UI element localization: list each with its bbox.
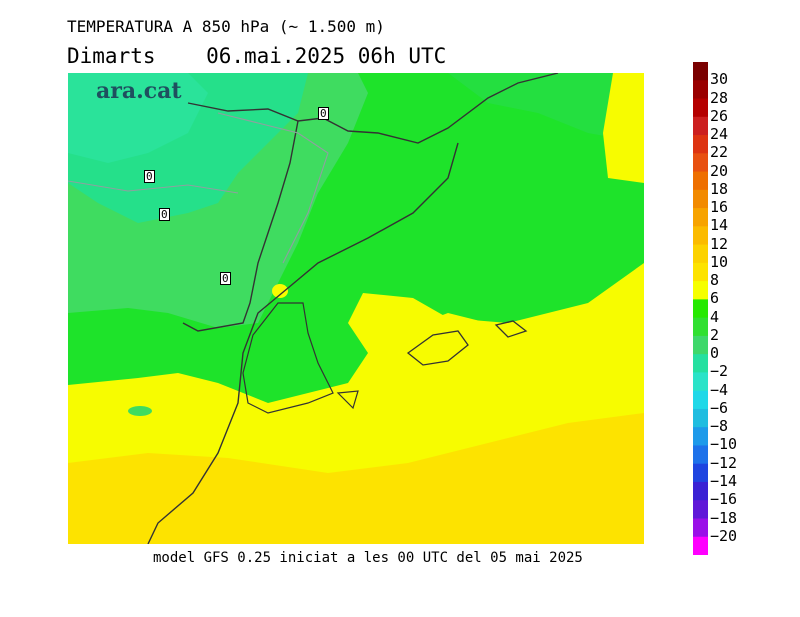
colorbar-swatch — [693, 171, 708, 191]
colorbar-tick-label: 24 — [710, 125, 729, 143]
colorbar-tick-label: −14 — [710, 472, 738, 490]
colorbar-tick-label: 16 — [710, 198, 729, 217]
colorbar-swatch — [693, 189, 708, 209]
model-footer: model GFS 0.25 iniciat a les 00 UTC del … — [153, 550, 583, 566]
colorbar-tick-label: −6 — [710, 398, 729, 417]
colorbar-swatch — [693, 80, 708, 100]
colorbar-tick-label: 26 — [710, 106, 729, 125]
contour-label: 0 — [220, 272, 231, 285]
map-title: TEMPERATURA A 850 hPa (~ 1.500 m) — [67, 17, 385, 36]
colorbar-tick-label: −2 — [710, 362, 729, 381]
colorbar-swatch — [693, 281, 708, 300]
colorbar-tick-label: 12 — [710, 234, 729, 253]
colorbar-swatch — [693, 208, 708, 227]
colorbar-tick-label: 4 — [710, 307, 720, 326]
colorbar-swatch — [693, 518, 708, 538]
colorbar-tick-label: 10 — [710, 252, 729, 271]
colorbar-swatch — [693, 500, 708, 519]
temperature-map — [68, 73, 644, 544]
colorbar-tick-label: 8 — [710, 271, 720, 290]
colorbar-tick-label: 18 — [710, 179, 729, 198]
colorbar-swatch — [693, 335, 708, 355]
colorbar-tick-label: 22 — [710, 143, 729, 162]
colorbar-tick-label: −10 — [710, 435, 738, 454]
colorbar-swatch — [693, 445, 708, 465]
colorbar-swatch — [693, 62, 708, 81]
colorbar-tick-label: 30 — [710, 70, 729, 89]
colorbar-swatch — [693, 536, 708, 555]
ara-cat-logo: ara.cat — [96, 78, 182, 104]
temperature-colorbar — [693, 62, 708, 555]
colorbar-tick-label: −8 — [710, 417, 729, 436]
colorbar-tick-label: 6 — [710, 289, 720, 308]
colorbar-tick-label: 2 — [710, 325, 720, 344]
colorbar-swatch — [693, 226, 708, 246]
contour-label: 0 — [144, 170, 155, 183]
colorbar-tick-label: −16 — [710, 490, 738, 509]
contour-label: 0 — [159, 208, 170, 221]
colorbar-tick-label: −12 — [710, 453, 738, 472]
colorbar-tick-label: 0 — [710, 344, 720, 363]
contour-label: 0 — [318, 107, 329, 120]
map-subtitle: Dimarts 06.mai.2025 06h UTC — [67, 44, 447, 68]
colorbar-swatch — [693, 354, 708, 373]
colorbar-swatch — [693, 427, 708, 446]
colorbar-swatch — [693, 98, 708, 118]
colorbar-swatch — [693, 262, 708, 282]
colorbar-swatch — [693, 408, 708, 428]
colorbar-swatch — [693, 135, 708, 154]
colorbar-tick-label: −4 — [710, 380, 729, 399]
colorbar-swatch — [693, 244, 708, 264]
colorbar-tick-label: −20 — [710, 526, 738, 545]
colorbar-swatch — [693, 299, 708, 319]
colorbar-swatch — [693, 372, 708, 392]
colorbar-tick-label: 14 — [710, 216, 729, 235]
colorbar-swatch — [693, 390, 708, 410]
colorbar-swatch — [693, 116, 708, 136]
colorbar-swatch — [693, 463, 708, 483]
colorbar-tick-label: 20 — [710, 161, 729, 180]
colorbar-tick-label: 28 — [710, 88, 729, 107]
colorbar-swatch — [693, 153, 708, 173]
colorbar-swatch — [693, 317, 708, 337]
colorbar-tick-label: −18 — [710, 508, 738, 527]
colorbar-swatch — [693, 481, 708, 501]
